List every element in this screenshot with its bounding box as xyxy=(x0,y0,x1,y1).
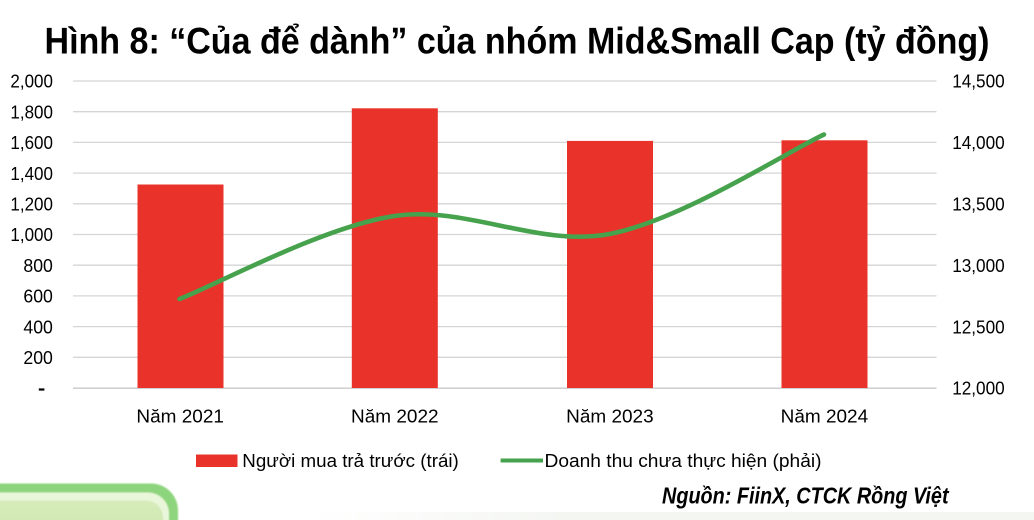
svg-text:Năm 2023: Năm 2023 xyxy=(566,406,654,427)
svg-text:Năm 2024: Năm 2024 xyxy=(781,406,869,427)
svg-text:2,000: 2,000 xyxy=(10,72,53,92)
svg-text:13,000: 13,000 xyxy=(952,256,1005,276)
svg-text:800: 800 xyxy=(23,256,53,276)
svg-text:1,600: 1,600 xyxy=(10,133,53,153)
svg-text:12,000: 12,000 xyxy=(952,379,1005,399)
svg-text:1,200: 1,200 xyxy=(10,195,53,215)
svg-text:Hình 8: “Của để dành” của nhóm: Hình 8: “Của để dành” của nhóm Mid&Small… xyxy=(45,20,990,61)
svg-text:14,000: 14,000 xyxy=(952,133,1005,153)
svg-text:12,500: 12,500 xyxy=(952,317,1005,337)
svg-text:Người mua trả trước (trái): Người mua trả trước (trái) xyxy=(242,451,458,471)
svg-text:1,000: 1,000 xyxy=(10,225,53,245)
svg-text:Năm 2022: Năm 2022 xyxy=(351,406,439,427)
svg-text:1,400: 1,400 xyxy=(10,164,53,184)
svg-text:14,500: 14,500 xyxy=(952,72,1005,92)
svg-text:Nguồn: FiinX, CTCK Rồng Việt: Nguồn: FiinX, CTCK Rồng Việt xyxy=(662,483,950,509)
svg-text:1,800: 1,800 xyxy=(10,102,53,122)
svg-text:13,500: 13,500 xyxy=(952,195,1005,215)
svg-text:600: 600 xyxy=(23,287,53,307)
svg-text:200: 200 xyxy=(23,348,53,368)
svg-text:Doanh thu chưa thực hiện (phải: Doanh thu chưa thực hiện (phải) xyxy=(545,451,822,471)
svg-text:Năm 2021: Năm 2021 xyxy=(136,406,224,427)
svg-text:400: 400 xyxy=(23,317,53,337)
